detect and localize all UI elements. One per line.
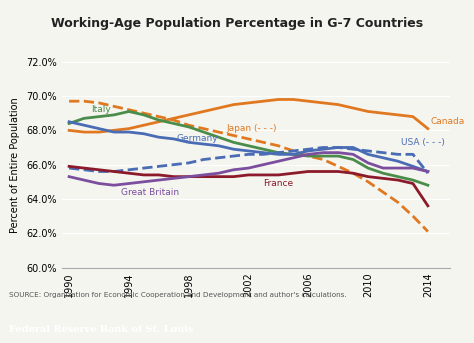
Text: Italy: Italy bbox=[91, 105, 111, 114]
Text: Canada: Canada bbox=[431, 117, 465, 126]
Text: Federal Reserve Bank of St. Louis: Federal Reserve Bank of St. Louis bbox=[9, 324, 194, 334]
Text: Working-Age Population Percentage in G-7 Countries: Working-Age Population Percentage in G-7… bbox=[51, 17, 423, 30]
Text: Great Britain: Great Britain bbox=[121, 188, 180, 198]
Text: Japan (- - -): Japan (- - -) bbox=[226, 124, 276, 133]
Text: France: France bbox=[264, 179, 293, 188]
Text: SOURCE: Organization for Economic Cooperation and Development and author's calcu: SOURCE: Organization for Economic Cooper… bbox=[9, 292, 347, 298]
Y-axis label: Percent of Entire Population: Percent of Entire Population bbox=[10, 97, 20, 233]
Text: Germany: Germany bbox=[177, 133, 219, 143]
Text: USA (- - -): USA (- - -) bbox=[401, 138, 445, 147]
